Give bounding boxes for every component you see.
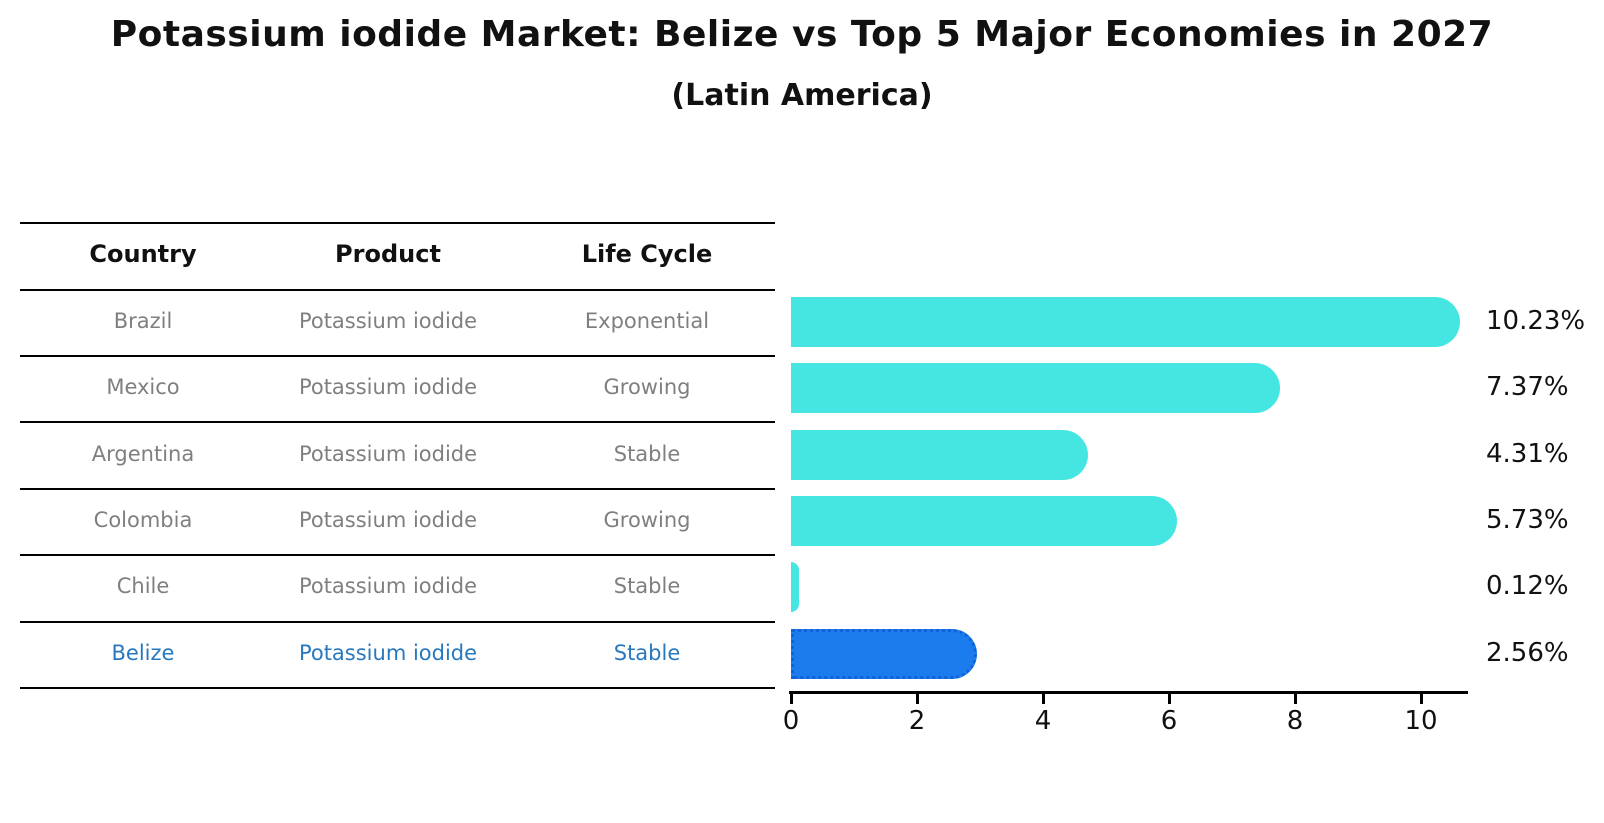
table-rule	[20, 620, 775, 623]
table-cell-life_cycle: Growing	[603, 375, 691, 400]
value-label-belize: 2.56%	[1486, 637, 1569, 668]
bar-brazil	[791, 296, 1461, 347]
bar-chile	[791, 562, 799, 613]
table-rule	[20, 421, 775, 424]
table-cell-life_cycle: Exponential	[584, 308, 710, 333]
chart-subtitle: (Latin America)	[671, 78, 933, 113]
table-cell-product: Potassium iodide	[298, 574, 478, 599]
table-header-product: Product	[335, 240, 441, 269]
x-axis-tick-label: 6	[1160, 706, 1178, 736]
bar-colombia	[791, 495, 1177, 546]
table-cell-life_cycle: Growing	[603, 507, 691, 532]
table-cell-life_cycle: Stable	[613, 640, 681, 665]
table-cell-life_cycle: Stable	[613, 441, 681, 466]
table-rule	[20, 554, 775, 557]
x-axis-tick	[1042, 693, 1045, 704]
value-label-brazil: 10.23%	[1486, 305, 1586, 336]
table-cell-country: Argentina	[91, 441, 195, 466]
bar-mexico	[791, 363, 1281, 414]
table-cell-product: Potassium iodide	[298, 375, 478, 400]
table-cell-product: Potassium iodide	[298, 308, 478, 333]
x-axis-tick	[1294, 693, 1297, 704]
value-label-argentina: 4.31%	[1486, 438, 1569, 469]
table-cell-country: Colombia	[93, 507, 193, 532]
table-cell-product: Potassium iodide	[298, 640, 478, 665]
x-axis-tick	[1420, 693, 1423, 704]
table-cell-product: Potassium iodide	[298, 507, 478, 532]
table-cell-product: Potassium iodide	[298, 441, 478, 466]
table-cell-country: Belize	[111, 640, 175, 665]
table-header-country: Country	[89, 240, 197, 269]
x-axis-line	[789, 691, 1468, 694]
table-cell-country: Chile	[116, 574, 170, 599]
x-axis-tick-label: 10	[1404, 706, 1438, 736]
x-axis-tick-label: 0	[782, 706, 800, 736]
x-axis-tick	[790, 693, 793, 704]
table-rule	[20, 354, 775, 357]
x-axis-tick	[916, 693, 919, 704]
bar-argentina	[791, 429, 1088, 480]
table-cell-country: Brazil	[113, 308, 173, 333]
value-label-chile: 0.12%	[1486, 571, 1569, 602]
table-cell-country: Mexico	[106, 375, 180, 400]
table-rule	[20, 686, 775, 689]
table-rule	[20, 288, 775, 291]
table-rule	[20, 222, 775, 224]
value-label-mexico: 7.37%	[1486, 372, 1569, 403]
table-rule	[20, 487, 775, 490]
x-axis-tick	[1168, 693, 1171, 704]
bar-belize	[791, 628, 978, 679]
value-label-colombia: 5.73%	[1486, 504, 1569, 535]
table-cell-life_cycle: Stable	[613, 574, 681, 599]
x-axis-tick-label: 8	[1286, 706, 1304, 736]
x-axis-tick-label: 2	[908, 706, 926, 736]
chart-title: Potassium iodide Market: Belize vs Top 5…	[110, 14, 1494, 55]
table-header-life-cycle: Life Cycle	[581, 240, 713, 269]
x-axis-tick-label: 4	[1034, 706, 1052, 736]
